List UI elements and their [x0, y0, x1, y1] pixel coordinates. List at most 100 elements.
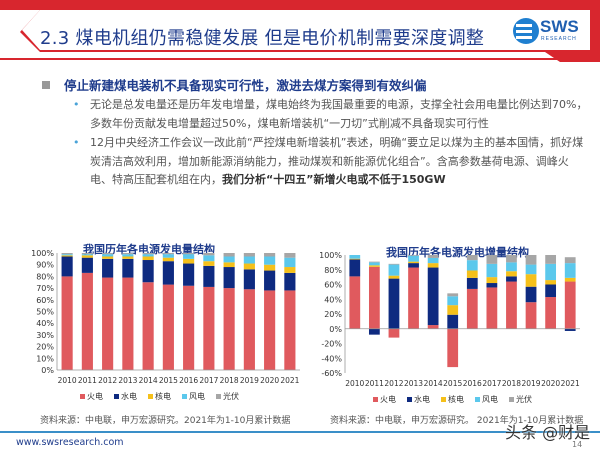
bar-风电-2014 — [427, 257, 439, 264]
bar-核电-2013 — [408, 261, 419, 264]
bar-光伏-2021 — [284, 253, 296, 258]
bar-水电-2017 — [486, 283, 498, 288]
bar-光伏-2018 — [506, 255, 517, 263]
legend-swatch-核电 — [441, 397, 446, 402]
bar-火电-2015 — [447, 328, 459, 368]
bar-火电-2021 — [284, 290, 296, 370]
bar-火电-2011 — [368, 266, 380, 329]
bar-火电-2018 — [223, 288, 235, 370]
bar-风电-2018 — [506, 262, 517, 272]
x-tick-label: 2014 — [424, 379, 443, 388]
bar-光伏-2017 — [486, 255, 498, 264]
footer-url[interactable]: www.swsresearch.com — [16, 437, 124, 448]
bar-核电-2010 — [61, 255, 73, 257]
bar-光伏-2021 — [564, 257, 576, 264]
bar-风电-2016 — [466, 260, 478, 271]
bar-水电-2014 — [142, 260, 154, 283]
bar-风电-2021 — [564, 263, 576, 278]
bar-风电-2015 — [447, 296, 459, 306]
y-tick-label: 40% — [36, 319, 54, 328]
legend-label-水电: 水电 — [414, 394, 430, 404]
bar-水电-2018 — [506, 276, 517, 282]
bar-风电-2020 — [545, 263, 557, 281]
bar-水电-2016 — [466, 277, 478, 289]
y-tick-label: 90% — [36, 261, 54, 270]
bar-核电-2017 — [203, 261, 215, 266]
bar-风电-2013 — [122, 254, 134, 257]
bullet-1-text: 无论是总发电量还是历年发电增量，煤电始终为我国最重要的电源，支撑全社会用电量比例… — [90, 98, 588, 130]
y-tick-label: 60% — [324, 281, 342, 290]
bar-风电-2016 — [183, 254, 195, 259]
x-tick-label: 2016 — [463, 379, 482, 388]
bar-火电-2018 — [506, 281, 517, 329]
x-tick-label: 2017 — [482, 379, 501, 388]
bar-光伏-2019 — [525, 255, 537, 265]
legend-label-光伏: 光伏 — [223, 391, 239, 401]
bar-火电-2017 — [203, 286, 215, 370]
bar-水电-2019 — [525, 286, 537, 303]
bar-火电-2014 — [142, 282, 154, 370]
x-tick-label: 2020 — [541, 379, 560, 388]
x-tick-label: 2010 — [58, 376, 77, 385]
bullet-2: • 12月中央经济工作会议一改此前“严控煤电新增装机”表述，明确“要立足以煤为主的… — [73, 134, 590, 190]
bar-光伏-2020 — [545, 255, 557, 264]
bar-核电-2020 — [264, 264, 276, 271]
x-tick-label: 2015 — [159, 376, 178, 385]
square-bullet-icon — [42, 81, 50, 89]
x-tick-label: 2010 — [345, 379, 364, 388]
bar-水电-2013 — [408, 263, 419, 268]
bar-火电-2010 — [61, 276, 73, 370]
bullet-2-text: 12月中央经济工作会议一改此前“严控煤电新增装机”表述，明确“要立足以煤为主的基… — [90, 136, 584, 186]
legend-label-光伏: 光伏 — [516, 394, 532, 404]
bar-光伏-2014 — [142, 253, 154, 255]
bar-风电-2013 — [408, 255, 419, 262]
x-tick-label: 2012 — [98, 376, 117, 385]
bar-光伏-2012 — [388, 263, 400, 265]
bar-核电-2014 — [142, 256, 154, 261]
bar-水电-2016 — [183, 263, 195, 286]
x-tick-label: 2019 — [521, 379, 540, 388]
bar-水电-2019 — [243, 269, 255, 290]
y-tick-label: 80% — [324, 266, 342, 275]
logo-subtext: RESEARCH — [541, 36, 577, 42]
bar-光伏-2016 — [183, 253, 195, 255]
bar-火电-2021 — [564, 281, 576, 329]
bar-火电-2019 — [525, 302, 537, 329]
y-tick-label: 60% — [36, 296, 54, 305]
bar-风电-2018 — [223, 256, 235, 263]
bar-火电-2016 — [183, 285, 195, 370]
x-tick-label: 2012 — [384, 379, 403, 388]
header-banner — [0, 0, 600, 62]
bar-水电-2021 — [284, 272, 296, 291]
bullet-2-bold: 我们分析“十四五”新增火电或不低于150GW — [222, 173, 446, 186]
x-tick-label: 2016 — [179, 376, 198, 385]
bar-风电-2021 — [284, 257, 296, 268]
bar-光伏-2012 — [102, 253, 114, 255]
bar-核电-2015 — [447, 305, 459, 315]
legend-label-核电: 核电 — [448, 394, 464, 404]
y-tick-label: 40% — [324, 295, 342, 304]
bar-水电-2011 — [368, 328, 380, 335]
legend-label-风电: 风电 — [189, 391, 205, 401]
bar-光伏-2016 — [466, 255, 478, 261]
x-tick-label: 2021 — [280, 376, 299, 385]
legend-swatch-水电 — [114, 394, 119, 399]
bar-光伏-2019 — [243, 253, 255, 257]
bar-核电-2011 — [81, 255, 93, 258]
bar-核电-2020 — [545, 280, 557, 285]
bar-核电-2012 — [102, 256, 114, 259]
bar-核电-2018 — [223, 262, 235, 268]
section-heading: 停止新建煤电装机不具备现实可行性，激进去煤方案得到有效纠偏 — [42, 75, 427, 94]
bar-水电-2014 — [427, 267, 439, 326]
bullet-dot-icon: • — [73, 98, 80, 111]
x-tick-label: 2021 — [561, 379, 580, 388]
chart1-title: 我国历年各电源发电量结构 — [83, 243, 215, 256]
legend-label-核电: 核电 — [155, 391, 171, 401]
bar-火电-2017 — [486, 287, 498, 329]
bar-光伏-2011 — [81, 253, 93, 255]
legend-swatch-风电 — [475, 397, 480, 402]
bar-风电-2012 — [388, 264, 400, 276]
x-tick-label: 2011 — [78, 376, 97, 385]
bar-风电-2020 — [264, 256, 276, 265]
bar-水电-2010 — [61, 256, 73, 277]
